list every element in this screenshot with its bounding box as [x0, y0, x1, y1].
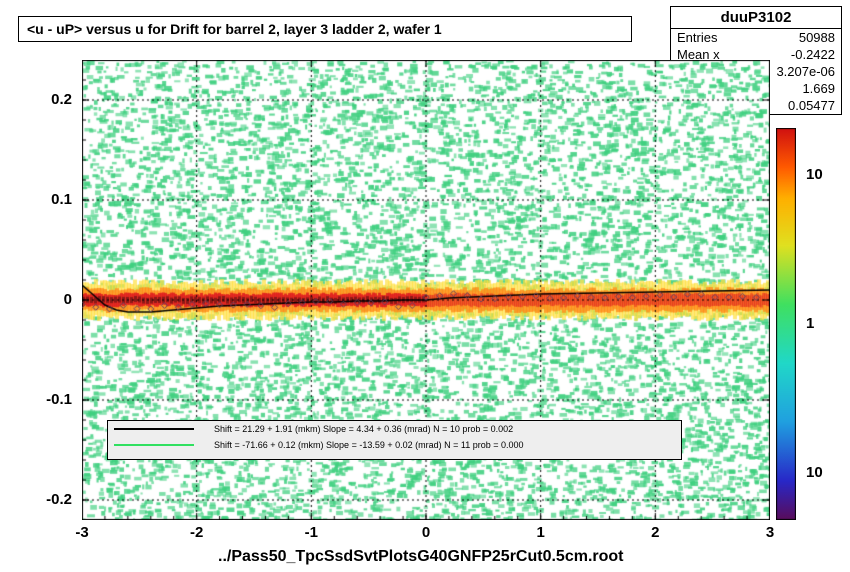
legend-text: Shift = 21.29 + 1.91 (mkm) Slope = 4.34 … [214, 424, 513, 434]
fit-legend: Shift = 21.29 + 1.91 (mkm) Slope = 4.34 … [107, 420, 682, 460]
y-tick-label: -0.2 [22, 491, 72, 508]
y-tick-label: -0.1 [22, 391, 72, 408]
plot-title: <u - uP> versus u for Drift for barrel 2… [18, 16, 632, 42]
plot-title-text: <u - uP> versus u for Drift for barrel 2… [27, 21, 442, 37]
y-tick-label: 0.2 [22, 91, 72, 108]
y-tick-label: 0.1 [22, 191, 72, 208]
x-tick-label: -1 [291, 524, 331, 541]
stats-row: Entries50988 [671, 29, 841, 46]
colorbar [776, 128, 796, 520]
footer-filename: ../Pass50_TpcSsdSvtPlotsG40GNFP25rCut0.5… [218, 548, 623, 566]
x-tick-label: -3 [62, 524, 102, 541]
colorbar-tick-label: 10 [806, 464, 823, 481]
x-tick-label: -2 [177, 524, 217, 541]
colorbar-tick-label: 1 [806, 315, 814, 332]
x-tick-label: 2 [635, 524, 675, 541]
y-tick-label: 0 [22, 291, 72, 308]
stats-header: duuP3102 [671, 7, 841, 29]
legend-row: Shift = 21.29 + 1.91 (mkm) Slope = 4.34 … [108, 421, 681, 437]
x-tick-label: 1 [521, 524, 561, 541]
legend-text: Shift = -71.66 + 0.12 (mkm) Slope = -13.… [214, 440, 524, 450]
x-tick-label: 0 [406, 524, 446, 541]
x-tick-label: 3 [750, 524, 790, 541]
legend-row: Shift = -71.66 + 0.12 (mkm) Slope = -13.… [108, 437, 681, 453]
colorbar-tick-label: 10 [806, 166, 823, 183]
legend-line-sample [114, 428, 194, 430]
legend-line-sample [114, 444, 194, 446]
